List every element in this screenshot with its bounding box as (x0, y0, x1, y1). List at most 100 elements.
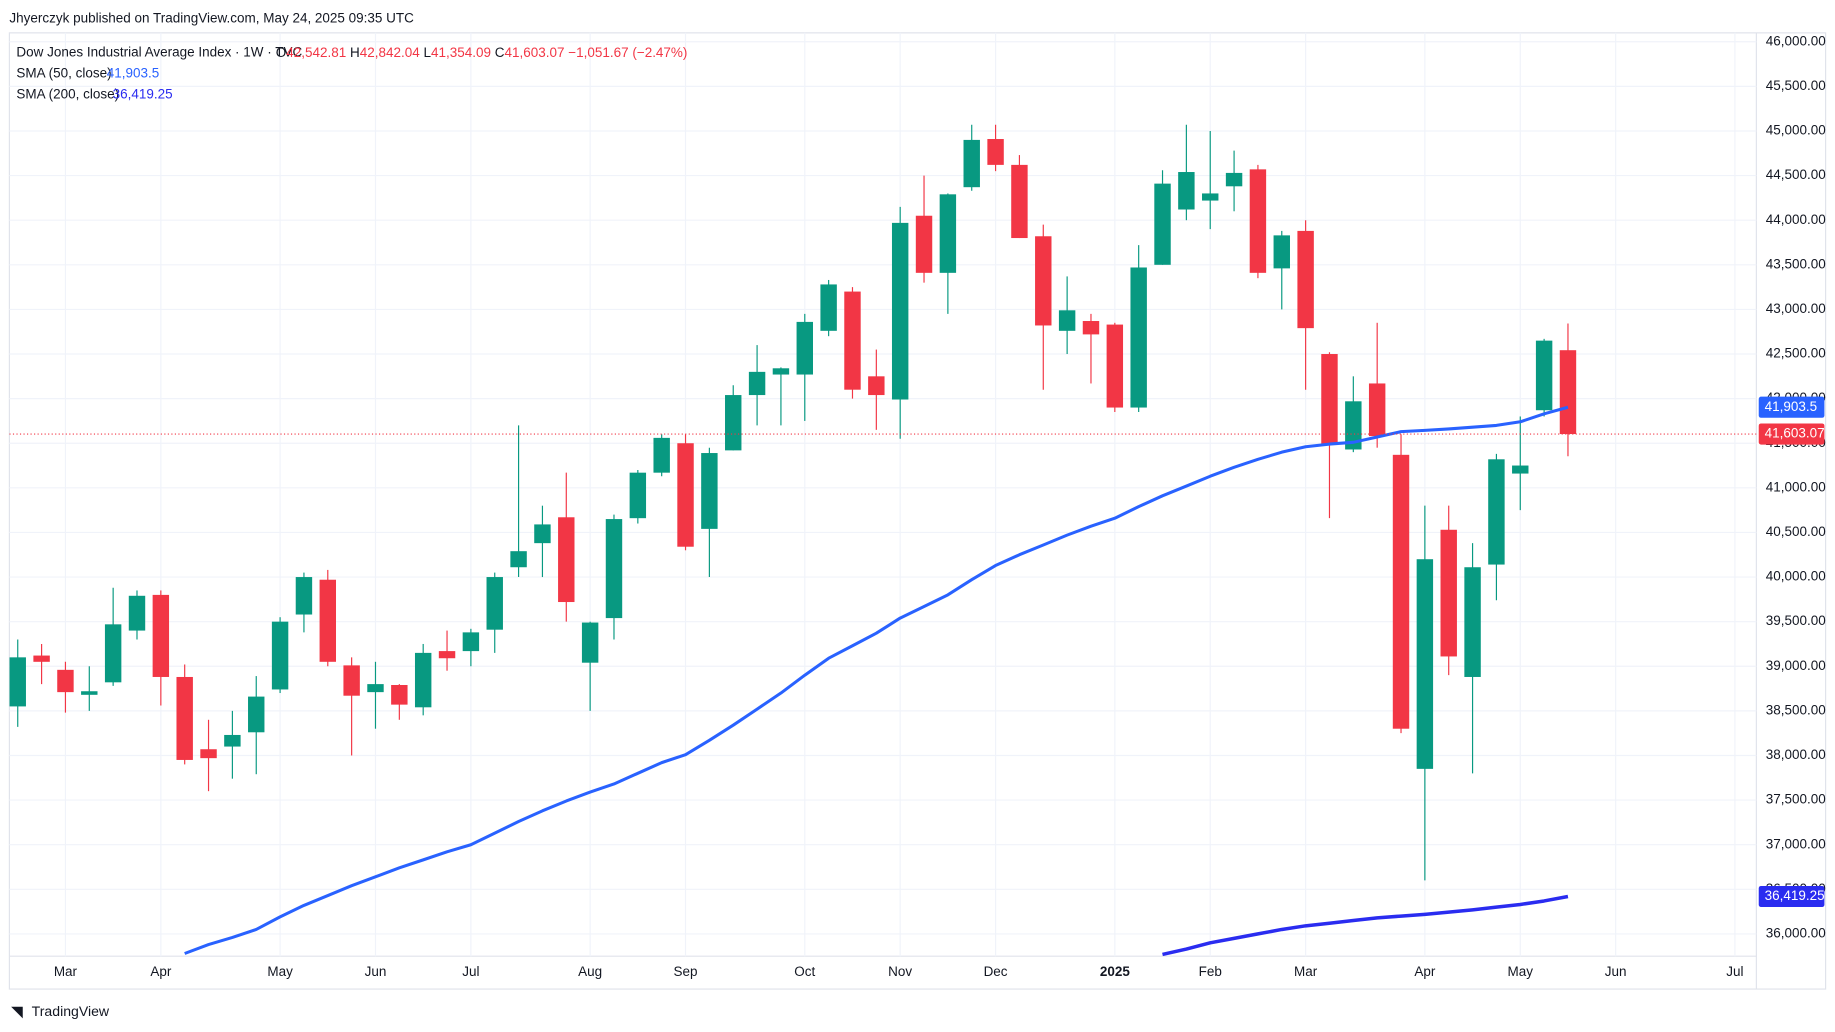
candle-body (558, 517, 575, 603)
price-tag-label: 41,603.07 (1765, 426, 1825, 441)
candle-body (987, 139, 1004, 165)
brand: TradingView (32, 1003, 110, 1019)
x-tick-label: Mar (54, 964, 78, 979)
x-tick-label: Aug (578, 964, 602, 979)
ohlc-change: −1,051.67 (−2.47%) (568, 44, 687, 59)
candle-body (653, 437, 670, 473)
y-tick-label: 40,500.00 (1766, 524, 1826, 539)
candle-body (9, 657, 26, 707)
sma-tag-label: 36,419.25 (1765, 888, 1825, 903)
y-tick-label: 37,000.00 (1766, 836, 1826, 851)
y-tick-label: 45,000.00 (1766, 123, 1826, 138)
sma50-name: SMA (50, close) (16, 65, 111, 80)
x-tick-label: Jun (1605, 964, 1627, 979)
candle-body (1082, 321, 1100, 335)
candle-body (1106, 324, 1124, 408)
candle-body (295, 577, 313, 615)
sma-tag-label: 41,903.5 (1765, 399, 1818, 414)
candle-body (319, 579, 337, 662)
y-tick-label: 45,500.00 (1766, 78, 1826, 93)
legend-title: Dow Jones Industrial Average Index · 1W … (16, 44, 302, 59)
y-tick-label: 42,500.00 (1766, 346, 1826, 361)
candle-body (772, 368, 790, 375)
candle-body (57, 669, 74, 693)
candle-body (605, 519, 623, 619)
candle-body (1559, 350, 1577, 435)
y-tick-label: 41,000.00 (1766, 479, 1826, 494)
candle-body (1202, 193, 1219, 201)
candle-body (629, 472, 647, 519)
x-tick-label: Jul (462, 964, 479, 979)
candle-body (510, 551, 527, 568)
candle-body (1512, 465, 1529, 474)
candle-body (1273, 235, 1290, 269)
candle-body (248, 696, 265, 733)
ohlc-value: 42,842.04 (360, 44, 420, 59)
candle-body (1178, 172, 1195, 210)
x-tick-label: May (1508, 964, 1534, 979)
sma200-value: 36,419.25 (113, 87, 173, 102)
candle-body (1345, 401, 1362, 450)
candle-body (1368, 383, 1386, 437)
candle-body (152, 594, 170, 677)
published-note: Jhyerczyk published on TradingView.com, … (9, 10, 414, 25)
candle-body (868, 376, 885, 396)
candle-body (104, 624, 122, 683)
candle-body (1058, 310, 1076, 331)
candle-body (677, 443, 694, 547)
candle-body (1416, 559, 1434, 769)
y-tick-label: 43,500.00 (1766, 256, 1826, 271)
x-tick-label: Feb (1199, 964, 1222, 979)
ohlc-key: H (350, 44, 360, 59)
sma-line (1162, 894, 1569, 957)
x-tick-label: Apr (1414, 964, 1435, 979)
y-tick-label: 43,000.00 (1766, 301, 1826, 316)
candle-body (963, 139, 980, 188)
x-tick-label: Sep (674, 964, 698, 979)
y-tick-label: 44,500.00 (1766, 167, 1826, 182)
ohlc: O42,542.81 H42,842.04 L41,354.09 C41,603… (276, 44, 688, 59)
candle-body (581, 622, 599, 663)
candle-body (820, 284, 837, 331)
candle-body (1035, 236, 1052, 326)
candle-body (1488, 459, 1505, 565)
candle-body (486, 577, 503, 630)
candle-body (367, 684, 384, 693)
candle-body (224, 734, 241, 747)
price-tag (1758, 423, 1825, 445)
sma-tag (1758, 885, 1825, 908)
x-tick-label: Oct (794, 964, 815, 979)
candle-body (391, 684, 408, 705)
x-tick-label: May (267, 964, 293, 979)
y-tick-label: 46,000.00 (1766, 33, 1826, 48)
candle-body (438, 651, 456, 659)
candle-body (939, 194, 957, 273)
ohlc-value: 41,354.09 (431, 44, 491, 59)
y-tick-label: 40,000.00 (1766, 569, 1826, 584)
x-tick-label: 2025 (1100, 964, 1130, 979)
candle-body (343, 665, 360, 696)
candle-body (1535, 340, 1553, 411)
ohlc-key: C (495, 44, 505, 59)
frame (8, 32, 1827, 990)
candle-body (915, 215, 933, 273)
candle-body (128, 595, 146, 631)
y-tick-label: 37,500.00 (1766, 792, 1826, 807)
candle-body (725, 395, 742, 451)
x-tick-label: Nov (888, 964, 912, 979)
candle-body (1225, 172, 1243, 187)
candle-body (176, 676, 193, 760)
x-tick-label: Jun (365, 964, 387, 979)
candle-body (1321, 354, 1338, 446)
sma-line (184, 405, 1569, 955)
candle-body (414, 652, 432, 708)
candle-body (701, 453, 718, 529)
y-tick-label: 39,000.00 (1766, 658, 1826, 673)
candle-body (1154, 183, 1171, 265)
y-tick-label: 36,000.00 (1766, 925, 1826, 940)
y-tick-label: 44,000.00 (1766, 212, 1826, 227)
ohlc-value: 41,603.07 (504, 44, 564, 59)
x-tick-label: Mar (1294, 964, 1318, 979)
sma200-name: SMA (200, close) (16, 87, 119, 102)
